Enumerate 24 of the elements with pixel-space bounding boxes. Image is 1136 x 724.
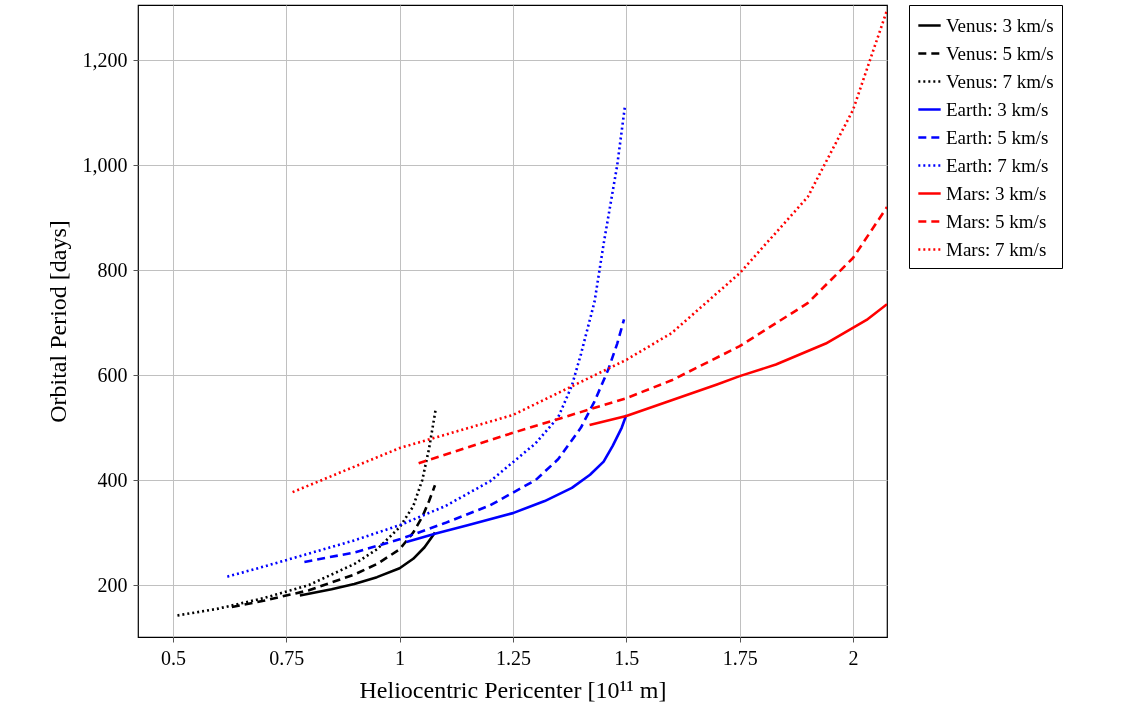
x-tick-label: 1.25	[495, 646, 531, 669]
y-tick-label: 200	[97, 573, 128, 596]
legend-label: Earth: 5 km/s	[946, 126, 1049, 148]
x-tick-label: 2	[848, 646, 859, 669]
legend-label: Earth: 3 km/s	[946, 98, 1049, 120]
y-tick-label: 400	[97, 468, 128, 491]
legend-label: Mars: 5 km/s	[946, 210, 1047, 232]
y-axis-title: Orbital Period [days]	[44, 220, 71, 423]
legend-label: Mars: 3 km/s	[946, 182, 1047, 204]
x-tick-label: 1.75	[722, 646, 758, 669]
legend-label: Venus: 3 km/s	[946, 14, 1054, 36]
y-tick-label: 600	[97, 363, 128, 386]
y-tick-label: 1,200	[82, 48, 128, 71]
x-axis-title: Heliocentric Pericenter [10¹¹ m]	[359, 676, 667, 703]
y-tick-label: 800	[97, 258, 128, 281]
legend-label: Venus: 5 km/s	[946, 42, 1054, 64]
legend-label: Mars: 7 km/s	[946, 238, 1047, 260]
x-tick-label: 0.5	[160, 646, 186, 669]
legend-label: Earth: 7 km/s	[946, 154, 1049, 176]
y-tick-label: 1,000	[82, 153, 128, 176]
x-tick-label: 1.5	[614, 646, 640, 669]
legend-label: Venus: 7 km/s	[946, 70, 1054, 92]
x-tick-label: 0.75	[269, 646, 305, 669]
x-tick-label: 1	[395, 646, 406, 669]
